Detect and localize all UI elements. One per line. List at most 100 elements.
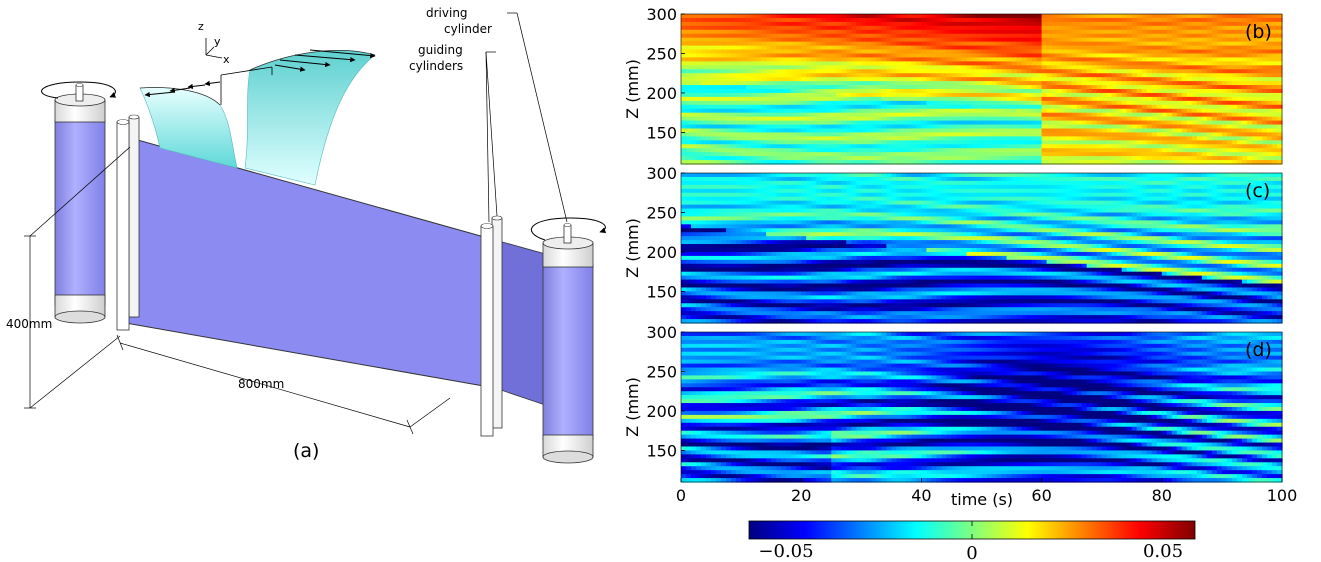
heatmap-cell <box>751 124 757 130</box>
heatmap-cell <box>1111 57 1118 62</box>
heatmap-cell <box>1271 57 1278 62</box>
heatmap-cell <box>971 57 978 62</box>
heatmap-cell <box>966 65 973 70</box>
heatmap-cell <box>931 156 938 161</box>
heatmap-cell <box>996 144 1003 149</box>
heatmap-cell <box>1146 89 1153 94</box>
heatmap-cell <box>686 29 692 35</box>
heatmap-cell <box>681 41 687 47</box>
heatmap-cell <box>726 108 732 114</box>
heatmap-cell <box>851 33 857 39</box>
heatmap-cell <box>726 303 732 308</box>
heatmap-cell <box>996 124 1003 130</box>
heatmap-cell <box>1096 112 1103 118</box>
heatmap-cell <box>826 124 832 130</box>
heatmap-cell <box>1186 29 1193 35</box>
heatmap-cell <box>761 92 767 98</box>
heatmap-cell <box>736 152 742 157</box>
heatmap-cell <box>1141 33 1148 39</box>
heatmap-cell <box>896 144 902 149</box>
heatmap-cell <box>1166 89 1173 94</box>
heatmap-cell <box>766 81 772 86</box>
heatmap-cell <box>731 240 737 245</box>
heatmap-cell <box>926 104 933 110</box>
heatmap-cell <box>726 17 732 23</box>
heatmap-cell <box>1061 69 1068 74</box>
heatmap-cell <box>901 116 907 122</box>
heatmap-cell <box>736 108 742 114</box>
heatmap-cell <box>806 156 812 161</box>
heatmap-cell <box>1181 45 1188 51</box>
heatmap-cell <box>1041 128 1048 134</box>
heatmap-cell <box>1081 21 1088 27</box>
heatmap-cell <box>1211 112 1218 118</box>
heatmap-cell <box>1241 120 1248 126</box>
heatmap-cell <box>1011 104 1018 110</box>
heatmap-cell <box>1001 14 1008 19</box>
heatmap-cell <box>951 120 958 126</box>
heatmap-cell <box>766 92 772 98</box>
heatmap-cell <box>1231 21 1238 27</box>
heatmap-cell <box>861 61 867 66</box>
heatmap-cell <box>826 136 832 141</box>
heatmap-cell <box>681 248 687 253</box>
heatmap-cell <box>841 140 847 145</box>
heatmap-cell <box>896 41 902 47</box>
heatmap-cell <box>686 132 692 137</box>
heatmap-cell <box>796 29 802 35</box>
heatmap-cell <box>1126 29 1133 35</box>
heatmap-cell <box>936 132 943 137</box>
heatmap-cell <box>1191 108 1198 114</box>
heatmap-cell <box>841 148 847 153</box>
heatmap-cell <box>721 311 727 316</box>
heatmap-cell <box>1256 17 1263 23</box>
heatmap-cell <box>1041 148 1048 153</box>
heatmap-cell <box>926 120 933 126</box>
heatmap-cell <box>1141 37 1148 43</box>
heatmap-cell <box>1251 73 1258 78</box>
heatmap-cell <box>1146 25 1153 31</box>
heatmap-cell <box>1251 21 1258 27</box>
heatmap-cell <box>731 100 737 106</box>
heatmap-cell <box>761 65 767 70</box>
heatmap-cell <box>1096 37 1103 43</box>
heatmap-cell <box>741 81 747 86</box>
heatmap-cell <box>836 41 842 47</box>
heatmap-cell <box>981 29 988 35</box>
heatmap-cell <box>926 33 933 39</box>
heatmap-cell <box>1166 128 1173 134</box>
heatmap-cell <box>1176 17 1183 23</box>
heatmap-cell <box>841 14 847 19</box>
heatmap-cell <box>966 69 973 74</box>
heatmap-cell <box>1141 108 1148 114</box>
heatmap-cell <box>1016 77 1023 82</box>
heatmap-cell <box>1236 45 1243 51</box>
heatmap-cell <box>756 57 762 62</box>
heatmap-cell <box>1016 17 1023 23</box>
heatmap-cell <box>1196 49 1203 55</box>
heatmap-cell <box>1016 156 1023 161</box>
heatmap-cell <box>1196 89 1203 94</box>
heatmap-cell <box>826 61 832 66</box>
heatmap-cell <box>1101 69 1108 74</box>
heatmap-cell <box>1196 53 1203 59</box>
heatmap-cell <box>1006 61 1013 66</box>
heatmap-cell <box>866 136 872 141</box>
heatmap-cell <box>701 248 707 253</box>
heatmap-cell <box>716 92 722 98</box>
heatmap-cell <box>1071 124 1078 130</box>
heatmap-cell <box>1061 49 1068 55</box>
heatmap-cell <box>1021 37 1028 43</box>
heatmap-cell <box>981 140 988 145</box>
heatmap-cell <box>806 45 812 51</box>
heatmap-cell <box>776 37 782 43</box>
heatmap-cell <box>696 136 702 141</box>
heatmap-cell <box>956 53 963 59</box>
heatmap-cell <box>1121 100 1128 106</box>
heatmap-cell <box>691 128 697 134</box>
heatmap-cell <box>796 144 802 149</box>
heatmap-cell <box>961 136 968 141</box>
heatmap-cell <box>916 100 922 106</box>
heatmap-cell <box>941 108 948 114</box>
heatmap-cell <box>871 160 877 165</box>
